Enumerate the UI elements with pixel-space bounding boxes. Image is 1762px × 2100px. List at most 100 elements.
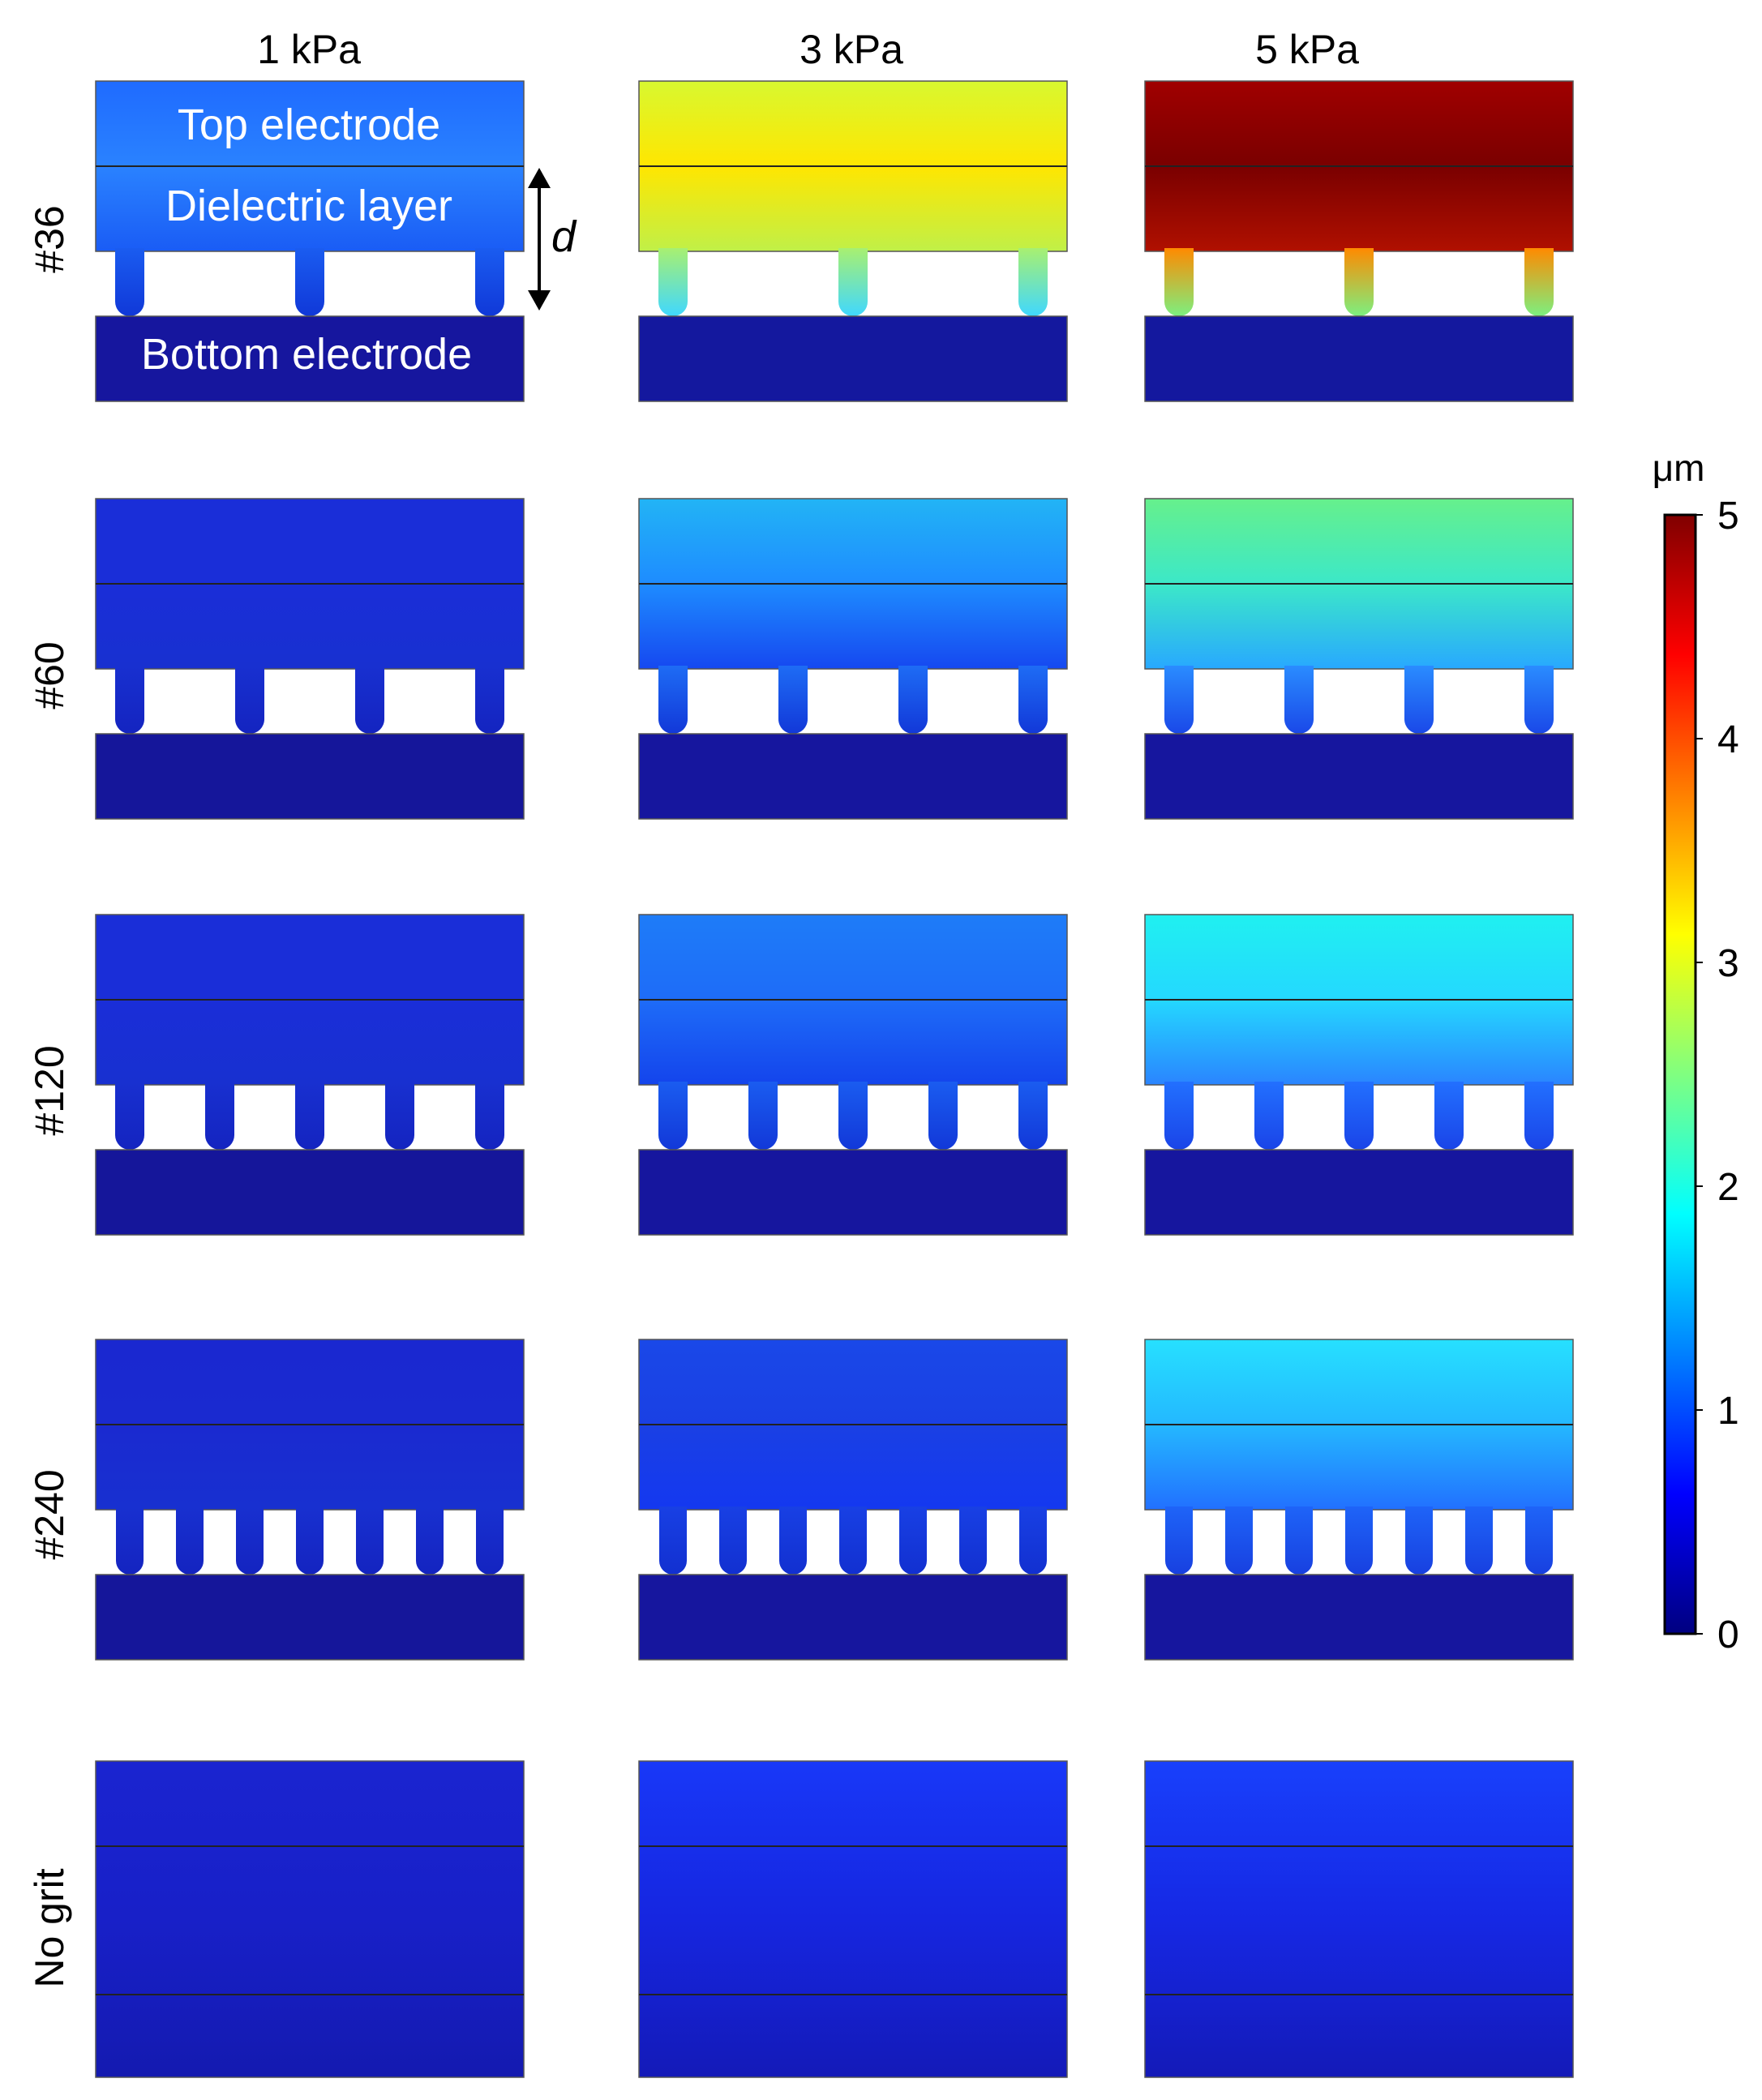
gap-arrow-icon [528,168,551,311]
colorbar: μm 0 1 2 3 4 5 [1653,447,1739,1656]
column-header: 1 kPa [257,27,361,72]
micro-post [475,248,504,316]
micro-post [296,1506,324,1575]
colorbar-tick-label: 3 [1717,942,1739,985]
micro-post [1165,1506,1193,1575]
column-headers: 1 kPa 3 kPa 5 kPa [257,27,1359,72]
simulation-panel [95,1760,525,2078]
micro-post [1254,1082,1284,1150]
simulation-panel [638,80,1068,402]
micro-post [1225,1506,1253,1575]
simulation-panel [95,1339,525,1661]
micro-post [176,1506,204,1575]
micro-post [658,248,688,316]
colorbar-unit-label: μm [1653,447,1705,489]
simulation-panel [1144,498,1574,820]
simulation-panel [95,498,525,820]
micro-post [416,1506,444,1575]
solid-stack [95,1760,525,2078]
micro-post [1164,248,1194,316]
micro-post [1345,1506,1373,1575]
micro-post [1525,1506,1553,1575]
micro-post [475,666,504,734]
micro-post [1164,1082,1194,1150]
simulation-panel [1144,914,1574,1236]
micro-post [295,1082,324,1150]
micro-post [748,1082,778,1150]
colorbar-tick-label: 1 [1717,1390,1739,1433]
gap-d-label: d [551,212,577,261]
micro-post [116,1506,144,1575]
column-header: 5 kPa [1255,27,1359,72]
bottom-electrode-block [638,315,1068,402]
micro-post [1524,248,1554,316]
micro-post [658,666,688,734]
micro-post [295,248,324,316]
micro-post [1344,1082,1374,1150]
colorbar-tick-label: 5 [1717,495,1739,538]
bottom-electrode-block [95,1574,525,1661]
bottom-electrode-block [1144,733,1574,820]
bottom-electrode-block [1144,1149,1574,1236]
row-label: No grit [27,1868,72,1987]
micro-post [899,1506,927,1575]
micro-post [236,1506,264,1575]
micro-post [235,666,264,734]
micro-post [356,1506,384,1575]
micro-post [928,1082,958,1150]
micro-post [115,666,144,734]
micro-post [476,1506,504,1575]
micro-post [115,248,144,316]
micro-post [1524,1082,1554,1150]
bottom-electrode-block [638,733,1068,820]
micro-post [1405,1506,1433,1575]
micro-post [719,1506,747,1575]
panel-grid [95,80,1574,2078]
micro-post [475,1082,504,1150]
micro-post [385,1082,414,1150]
micro-post [779,1506,807,1575]
bottom-electrode-block [1144,315,1574,402]
colorbar-tick-label: 4 [1717,718,1739,761]
bottom-electrode-block [95,315,525,402]
micro-post [1465,1506,1493,1575]
simulation-panel [638,1760,1068,2078]
micro-post [1285,1506,1313,1575]
micro-post [1019,1506,1047,1575]
micro-post [1284,666,1314,734]
micro-post [959,1506,987,1575]
micro-post [839,1506,867,1575]
simulation-panel [638,498,1068,820]
row-label: #120 [27,1045,72,1135]
micro-post [778,666,808,734]
row-label: #240 [27,1469,72,1559]
micro-post [898,666,928,734]
micro-post [1018,1082,1048,1150]
row-labels: #36 #60 #120 #240 No grit [27,205,72,1987]
micro-post [1018,248,1048,316]
micro-post [355,666,384,734]
micro-post [205,1082,234,1150]
micro-post [1524,666,1554,734]
solid-stack [1144,1760,1574,2078]
dielectric-layer-label: Dielectric layer [165,182,452,230]
simulation-panel [95,80,525,402]
micro-post [1404,666,1434,734]
simulation-panel [1144,80,1574,402]
micro-post [115,1082,144,1150]
simulation-panel [95,914,525,1236]
bottom-electrode-block [1144,1574,1574,1661]
colorbar-tick-label: 2 [1717,1166,1739,1209]
structure-annotations: Top electrode Dielectric layer Bottom el… [141,101,577,379]
simulation-panel [1144,1760,1574,2078]
micro-post [659,1506,687,1575]
bottom-electrode-block [638,1574,1068,1661]
micro-post [838,248,868,316]
micro-post [658,1082,688,1150]
solid-stack [638,1760,1068,2078]
bottom-electrode-block [95,1149,525,1236]
bottom-electrode-block [95,733,525,820]
micro-post [1344,248,1374,316]
micro-post [1164,666,1194,734]
